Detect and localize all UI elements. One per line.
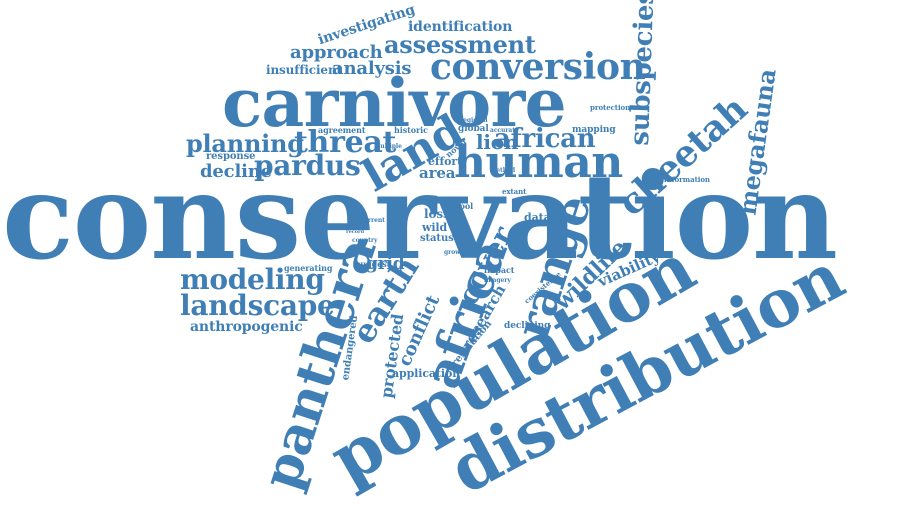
word-landscape: landscape <box>180 289 335 322</box>
word-application: application <box>392 367 461 380</box>
word-carnivore: carnivore <box>222 64 567 142</box>
word-area: area <box>419 164 456 182</box>
word-response: response <box>206 151 256 162</box>
word-identification: identification <box>408 19 513 35</box>
word-impact: impact <box>484 265 515 275</box>
word-insufficient: insufficient <box>266 63 342 77</box>
word-extant: extant <box>502 187 527 196</box>
word-growth: growth <box>444 249 468 256</box>
word-global: global <box>458 124 489 134</box>
word-declining: declining <box>504 321 551 331</box>
word-multiple: multiple <box>374 143 402 150</box>
word-grid: grid <box>366 254 405 274</box>
word-subspecies: subspecies <box>624 0 661 147</box>
word-extinct: extinct <box>338 225 358 231</box>
word-wild: wild <box>422 221 448 234</box>
word-conservation: conservation <box>2 147 838 286</box>
word-method: method <box>490 167 516 174</box>
word-conversion: conversion <box>430 46 646 88</box>
word-current: current <box>360 217 385 224</box>
word-information: information <box>664 175 710 184</box>
word-dataset: dataset <box>524 211 569 224</box>
word-analysis: analysis <box>332 58 412 79</box>
word-country: country <box>352 237 378 244</box>
word-approach: approach <box>290 42 383 63</box>
word-pardus: pardus <box>254 149 361 182</box>
word-status: status <box>420 233 454 244</box>
word-regional: regional <box>460 117 488 124</box>
word-accurate: accurate <box>490 127 519 134</box>
word-historic: historic <box>394 125 428 135</box>
word-loss: loss <box>424 207 450 221</box>
word-planning: planning <box>186 129 304 158</box>
word-modeling: modeling <box>180 263 325 296</box>
word-decline: decline <box>200 161 272 182</box>
word-agreement: agreement <box>318 125 366 135</box>
word-tool: tool <box>456 201 474 211</box>
word-mapping: mapping <box>572 125 616 135</box>
word-threat: threat <box>294 125 397 160</box>
word-generating: generating <box>284 263 333 273</box>
word-effort: effort <box>428 155 463 168</box>
word-assessment: assessment <box>384 30 536 59</box>
word-lion: lion <box>476 130 519 154</box>
word-protection: protection <box>590 103 631 112</box>
word-african: african <box>494 124 596 154</box>
word-human: human <box>454 137 623 188</box>
word-imagery: imagery <box>484 277 511 284</box>
word-suggest: suggest <box>356 259 391 269</box>
word-anthropogenic: anthropogenic <box>190 319 303 335</box>
word-record: record <box>346 229 365 235</box>
